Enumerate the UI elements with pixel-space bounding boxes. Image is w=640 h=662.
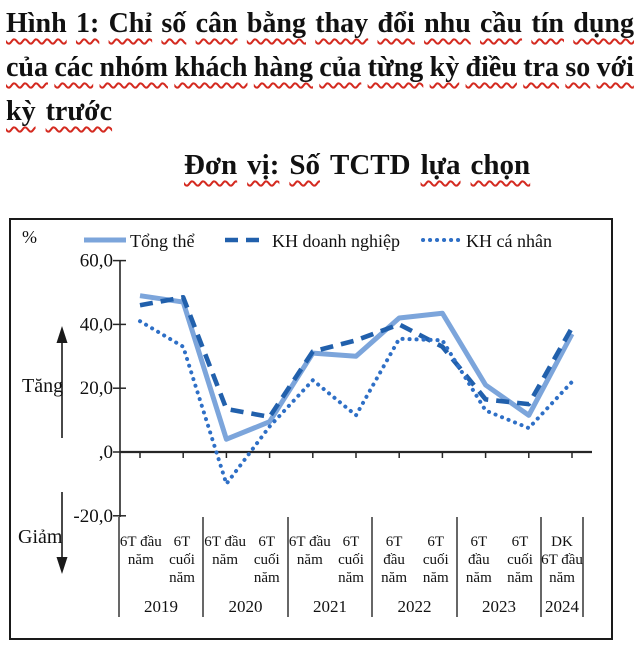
x-category-label: năm <box>338 570 364 586</box>
title-word: từng <box>367 52 424 83</box>
title-word: dụng <box>573 8 634 39</box>
title-word: bằng <box>246 8 306 39</box>
x-category-label: năm <box>549 570 575 586</box>
series-lines <box>138 293 575 486</box>
x-category-label: đầu <box>468 552 490 568</box>
x-category-label: năm <box>254 570 280 586</box>
title-word: hàng <box>253 52 313 83</box>
title-word: của <box>319 52 362 83</box>
y-tick-label: -20,0 <box>73 506 113 527</box>
x-category-label: năm <box>507 570 533 586</box>
title-word: khách <box>174 52 248 83</box>
x-category-label: năm <box>381 570 407 586</box>
unit-subtitle: Đơn vị: Số TCTD lựa chọn <box>184 149 530 182</box>
y-tick-label: 40,0 <box>80 314 113 335</box>
x-category-label: 6T đầu <box>289 534 331 550</box>
title-word: trước <box>45 96 113 127</box>
x-category-label: năm <box>212 552 238 568</box>
title-word: các <box>54 52 94 83</box>
decrease-label: Giảm <box>18 526 63 548</box>
series-line-dashed <box>139 294 575 420</box>
title-word: cầu <box>480 8 523 39</box>
x-category-label: 6T đầu <box>541 552 583 568</box>
x-category-label: 6T <box>427 534 444 550</box>
legend-label: KH cá nhân <box>466 231 552 251</box>
x-year-label: 2024 <box>545 597 580 616</box>
x-category-label: cuối <box>338 552 364 568</box>
increase-label: Tăng <box>22 375 63 397</box>
title-word: vị: <box>247 149 280 181</box>
title-word: chọn <box>470 149 531 181</box>
figure-title-line-1: Hình 1: Chỉ số cân bằng thay đổi nhu cầu tín dụng <box>6 2 634 46</box>
title-word: Số <box>289 149 320 181</box>
title-word: số <box>161 8 187 39</box>
title-word: kỳ <box>429 52 460 83</box>
x-category-label: đầu <box>383 552 405 568</box>
title-word: kỳ <box>6 96 36 127</box>
x-year-label: 2019 <box>144 597 178 616</box>
title-word: cân <box>195 8 238 39</box>
y-axis-unit-label: % <box>22 227 37 247</box>
title-word: Hình <box>6 8 67 39</box>
up-arrow-icon <box>56 326 68 343</box>
x-category-label: năm <box>297 552 323 568</box>
axis-direction-arrows: Tăng Giảm <box>18 326 68 574</box>
x-category-label: cuối <box>507 552 533 568</box>
title-word: TCTD <box>330 149 411 181</box>
figure-title-line-2: của các nhóm khách hàng của từng kỳ điều tra so với <box>6 46 634 90</box>
y-axis: 60,0 40,0 20,0 ,0 -20,0 <box>73 251 592 527</box>
title-word: Chỉ <box>108 8 153 39</box>
x-category-label: DK <box>551 534 573 550</box>
title-word: so <box>565 52 591 83</box>
x-category-label: 6T đầu <box>204 534 246 550</box>
figure-title: Hình 1: Chỉ số cân bằng thay đổi nhu cầu tín dụng c… <box>6 2 634 134</box>
x-category-label: 6T <box>386 534 403 550</box>
title-word: với <box>596 52 634 83</box>
title-word: 1: <box>75 8 100 39</box>
x-category-label: 6T <box>512 534 529 550</box>
chart-frame: % <box>9 218 613 640</box>
x-category-label: cuối <box>169 552 195 568</box>
y-tick-label: 60,0 <box>80 251 113 272</box>
x-year-label: 2020 <box>229 597 263 616</box>
y-tick-label: ,0 <box>99 442 113 463</box>
title-word: Đơn <box>184 149 238 181</box>
figure-title-line-3: kỳ trước <box>6 90 634 134</box>
x-category-label: năm <box>423 570 449 586</box>
x-category-label: năm <box>169 570 195 586</box>
title-word: tín <box>531 8 564 39</box>
series-line-solid <box>139 293 575 442</box>
x-category-label: 6T <box>471 534 488 550</box>
title-word: thay <box>315 8 369 39</box>
title-word: nhu <box>424 8 471 39</box>
y-tick-label: 20,0 <box>80 378 113 399</box>
legend-label: Tổng thể <box>130 231 195 251</box>
x-year-label: 2022 <box>398 597 432 616</box>
chart-border <box>9 218 613 640</box>
x-category-label: 6T đầu <box>120 534 162 550</box>
x-year-label: 2021 <box>313 597 347 616</box>
x-category-label: 6T <box>174 534 191 550</box>
x-category-label: 6T <box>343 534 360 550</box>
x-category-label: cuối <box>423 552 449 568</box>
series-line-dotted <box>138 319 574 486</box>
legend-label: KH doanh nghiệp <box>272 231 400 251</box>
chart-legend: Tổng thể KH doanh nghiệp KH cá nhân <box>84 231 552 251</box>
x-category-label: cuối <box>254 552 280 568</box>
title-word: tra <box>523 52 559 83</box>
title-word: điều <box>465 52 517 83</box>
x-category-label: 6T <box>258 534 275 550</box>
x-year-label: 2023 <box>482 597 516 616</box>
title-word: đổi <box>377 8 415 39</box>
x-category-label: năm <box>128 552 154 568</box>
title-word: nhóm <box>99 52 168 83</box>
title-word: lựa <box>420 149 461 181</box>
x-category-label: năm <box>466 570 492 586</box>
down-arrow-icon <box>56 557 68 574</box>
title-word: của <box>6 52 48 83</box>
